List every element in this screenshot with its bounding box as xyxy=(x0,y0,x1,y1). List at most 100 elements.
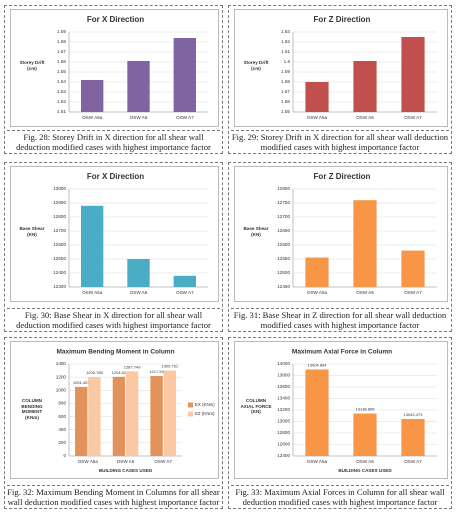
chart: Maximum Axial Force in Column COLUMN AXIA… xyxy=(234,341,448,479)
y-tick-label: 12800 xyxy=(53,214,66,219)
bar xyxy=(75,386,88,456)
y-tick-label: 1.51 xyxy=(57,109,66,114)
chart-title: Maximum Axial Force in Column xyxy=(292,349,392,356)
data-label: 1287.749 xyxy=(124,364,141,369)
x-tick-label: OSW A5a xyxy=(82,290,103,295)
legend-swatch xyxy=(188,402,193,408)
y-tick-label: 12750 xyxy=(277,200,290,205)
y-tick-label: 1.55 xyxy=(281,109,290,114)
y-tick-label: 12600 xyxy=(277,442,290,447)
y-tick-label: 1.57 xyxy=(57,49,66,54)
y-tick-label: 1.58 xyxy=(281,79,290,84)
x-tick-label: OSW A7 xyxy=(176,115,194,120)
bar xyxy=(88,377,101,456)
bar xyxy=(173,275,197,287)
bar xyxy=(173,38,197,112)
y-tick-label: 12500 xyxy=(277,270,290,275)
y-axis-label: COLUMN BENDING MOMENT (KNm) xyxy=(21,398,43,420)
caption: Fig. 29: Storey Drift in X direction for… xyxy=(231,130,449,152)
chart-title: For Z Direction xyxy=(314,15,371,24)
y-tick-label: 13000 xyxy=(53,186,66,191)
y-tick-label: 1.54 xyxy=(57,79,66,84)
x-tick-label: OSW A6 xyxy=(130,290,148,295)
y-tick-label: 12700 xyxy=(53,228,66,233)
figure-cell: For X Direction Storey Drift (cm) 1.51 1.52… xyxy=(4,5,223,154)
legend-label: EZ (KNm) xyxy=(195,411,215,416)
figure-cell: For X Direction Base Shear (KN) 12300 12400… xyxy=(4,162,223,332)
y-tick-label: 1400 xyxy=(56,361,67,366)
y-tick-label: 1.55 xyxy=(57,69,66,74)
y-label-box: COLUMN AXIAL FORCE (KN) xyxy=(240,398,272,414)
bar xyxy=(125,371,139,456)
y-tick-label: 1200 xyxy=(56,374,67,379)
x-tick-label: OSW A5a xyxy=(307,459,328,464)
bar xyxy=(353,413,377,456)
y-tick-label: 400 xyxy=(58,427,66,432)
y-axis-label: Storey Drift (cm) xyxy=(19,60,45,71)
y-tick-label: 1.53 xyxy=(57,89,66,94)
bar xyxy=(353,61,377,112)
bar xyxy=(163,370,176,456)
chart: Maximum Bending Moment in Column COLUMN B… xyxy=(10,341,219,479)
y-tick-label: 1.56 xyxy=(57,59,66,64)
chart-title: For X Direction xyxy=(87,15,144,24)
y-tick-label: 12400 xyxy=(53,270,66,275)
legend-label: EX (KNm) xyxy=(195,402,215,407)
x-tick-label: OSW A5a xyxy=(307,115,328,120)
y-tick-label: 13200 xyxy=(277,407,290,412)
y-label-box: COLUMN BENDING MOMENT (KNm) xyxy=(21,398,43,420)
y-tick-label: 600 xyxy=(58,414,66,419)
caption: Fig. 30: Base Shear in X direction for a… xyxy=(7,308,220,330)
chart: For Z Direction Storey Drift (cm) 1.55 1.56… xyxy=(234,9,448,127)
y-tick-label: 1.58 xyxy=(57,39,66,44)
data-label: 1217.54 xyxy=(149,369,164,374)
y-tick-label: 13400 xyxy=(277,396,290,401)
data-label: 13904.864 xyxy=(308,363,328,368)
x-tick-label: OSW A7 xyxy=(176,290,194,295)
chart: For Z Direction Base Shear (KN) 12450 12500… xyxy=(234,166,448,302)
y-tick-label: 1.63 xyxy=(281,29,290,34)
x-tick-label: OSW A5a xyxy=(307,290,328,295)
chart-title: For X Direction xyxy=(87,172,144,181)
y-tick-label: 12450 xyxy=(277,284,290,289)
figure-cell: Maximum Axial Force in Column COLUMN AXIA… xyxy=(228,337,452,509)
x-axis-label: BUILDING CASES USED xyxy=(99,468,153,473)
figure-cell: For Z Direction Base Shear (KN) 12450 12500… xyxy=(228,162,452,332)
data-label: 1300.751 xyxy=(161,364,178,369)
caption: Fig. 28: Storey Drift in X direction for… xyxy=(7,130,220,152)
x-tick-label: OSW A7 xyxy=(404,459,422,464)
chart-title: Maximum Bending Moment in Column xyxy=(56,349,174,356)
y-axis-label: Base Shear (KN) xyxy=(243,226,269,237)
x-tick-label: OSW A7 xyxy=(404,290,422,295)
data-label: 13043.473 xyxy=(404,412,424,417)
y-axis-label: Base Shear (KN) xyxy=(19,226,45,237)
x-tick-label: OSW A6 xyxy=(356,115,374,120)
y-tick-label: 1.59 xyxy=(57,29,66,34)
x-tick-label: OSW A6 xyxy=(356,290,374,295)
y-axis-label: COLUMN AXIAL FORCE (KN) xyxy=(240,398,272,414)
x-tick-label: OSW A7 xyxy=(154,459,172,464)
bar xyxy=(112,376,126,456)
y-label-box: Base Shear (KN) xyxy=(243,226,269,237)
y-label-box: Base Shear (KN) xyxy=(19,226,45,237)
x-tick-label: OSW A6 xyxy=(130,115,148,120)
y-tick-label: 14000 xyxy=(277,361,290,366)
data-label: 1204.51 xyxy=(112,370,127,375)
y-tick-label: 1.61 xyxy=(281,49,290,54)
y-tick-label: 1000 xyxy=(56,388,67,393)
figure-cell: For Z Direction Storey Drift (cm) 1.55 1.56… xyxy=(228,5,452,154)
y-tick-label: 1.57 xyxy=(281,89,290,94)
y-tick-label: 12800 xyxy=(277,186,290,191)
y-label-box: Storey Drift (cm) xyxy=(243,60,268,71)
bar xyxy=(401,419,425,456)
y-tick-label: 12600 xyxy=(53,242,66,247)
chart: For X Direction Base Shear (KN) 12300 12400… xyxy=(10,166,219,302)
x-tick-label: OSW A7 xyxy=(404,115,422,120)
caption: Fig. 31: Base Shear in Z direction for a… xyxy=(231,308,449,330)
x-tick-label: OSW A5a xyxy=(82,115,103,120)
chart-title: For Z Direction xyxy=(314,172,371,181)
x-tick-label: OSW A6 xyxy=(117,459,135,464)
y-tick-label: 12550 xyxy=(277,256,290,261)
y-tick-label: 12400 xyxy=(277,453,290,458)
